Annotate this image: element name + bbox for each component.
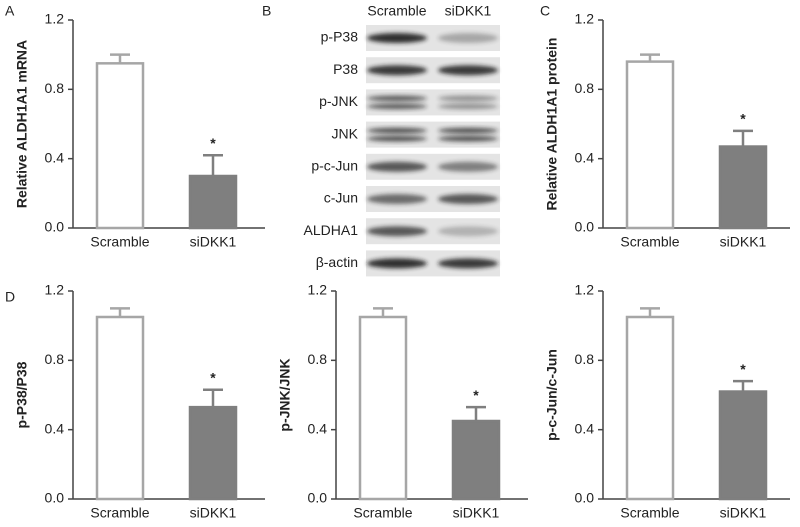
blot-row-label: ALDHA1 (304, 222, 359, 238)
significance: * (210, 370, 216, 386)
blot-band (438, 65, 498, 76)
y-tick-label: 0.8 (575, 351, 595, 367)
blot-band (438, 95, 498, 102)
blot-band (438, 226, 498, 237)
x-tick-label: Scramble (90, 234, 149, 250)
blot-band (438, 33, 498, 43)
blot-band (367, 194, 427, 204)
blot-row-label: β-actin (316, 254, 358, 270)
panel-label: D (5, 289, 15, 305)
y-axis-label: Relative ALDH1A1 protein (544, 38, 560, 211)
x-tick-label: siDKK1 (190, 234, 237, 250)
y-tick-label: 0.4 (308, 420, 328, 436)
blot-band (438, 161, 498, 172)
y-tick-label: 0.8 (45, 80, 65, 96)
blot-band (367, 65, 427, 76)
y-tick-label: 0.8 (45, 351, 65, 367)
y-axis-label: p-JNK/JNK (277, 358, 293, 431)
y-tick-label: 1.2 (575, 11, 595, 27)
panel-label: C (540, 3, 550, 19)
significance: * (740, 111, 746, 127)
blot-strip (366, 89, 500, 116)
panel-label: B (262, 3, 271, 19)
bar (625, 315, 675, 501)
bar (718, 145, 768, 230)
blot-band (438, 194, 498, 204)
bar (451, 419, 501, 501)
x-tick-label: Scramble (90, 505, 149, 521)
x-tick-label: siDKK1 (720, 234, 767, 250)
x-tick-label: Scramble (353, 505, 412, 521)
x-tick-label: siDKK1 (453, 505, 500, 521)
x-tick-label: Scramble (620, 234, 679, 250)
y-axis-label: p-P38/P38 (14, 361, 30, 428)
blot-band (367, 135, 427, 142)
blot-column-label: Scramble (367, 3, 426, 19)
panel-label: A (5, 3, 15, 19)
x-tick-label: siDKK1 (720, 505, 767, 521)
y-axis-label: p-c-Jun/c-Jun (544, 349, 560, 441)
y-axis-label: Relative ALDH1A1 mRNA (14, 40, 30, 208)
y-tick-label: 1.2 (308, 282, 328, 298)
y-tick-label: 0.0 (45, 219, 65, 235)
x-tick-label: siDKK1 (190, 505, 237, 521)
x-tick-label: Scramble (620, 505, 679, 521)
blot-band (367, 103, 427, 110)
blot-band (438, 127, 498, 134)
y-tick-label: 0.4 (575, 149, 595, 165)
y-tick-label: 0.0 (308, 490, 328, 506)
significance: * (473, 387, 479, 403)
bar (95, 315, 145, 501)
blot-row-label: c-Jun (324, 190, 358, 206)
blot-row-label: JNK (332, 125, 359, 141)
y-tick-label: 0.4 (45, 149, 65, 165)
y-tick-label: 0.4 (45, 420, 65, 436)
y-tick-label: 1.2 (575, 282, 595, 298)
blot-band (367, 161, 427, 172)
blot-row-label: p-JNK (319, 93, 359, 109)
blot-band (367, 258, 427, 269)
blot-strip (366, 121, 500, 148)
blot-band (367, 127, 427, 134)
y-tick-label: 0.0 (45, 490, 65, 506)
significance: * (210, 135, 216, 151)
blot-row-label: p-c-Jun (311, 158, 358, 174)
significance: * (740, 361, 746, 377)
blot-row-label: P38 (333, 61, 358, 77)
blot-band (438, 258, 498, 269)
bar (188, 174, 238, 230)
y-tick-label: 0.0 (575, 219, 595, 235)
blot-column-label: siDKK1 (445, 3, 492, 19)
y-tick-label: 0.4 (575, 420, 595, 436)
y-tick-label: 1.2 (45, 11, 65, 27)
blot-band (367, 33, 427, 43)
y-tick-label: 0.8 (575, 80, 595, 96)
bar (188, 405, 238, 501)
blot-band (367, 95, 427, 102)
blot-band (367, 226, 427, 237)
bar (718, 390, 768, 501)
bar (95, 62, 145, 230)
blot-band (438, 103, 498, 110)
y-tick-label: 1.2 (45, 282, 65, 298)
bar (625, 60, 675, 230)
blot-row-label: p-P38 (321, 29, 359, 45)
y-tick-label: 0.8 (308, 351, 328, 367)
y-tick-label: 0.0 (575, 490, 595, 506)
blot-band (438, 135, 498, 142)
bar (358, 315, 408, 501)
